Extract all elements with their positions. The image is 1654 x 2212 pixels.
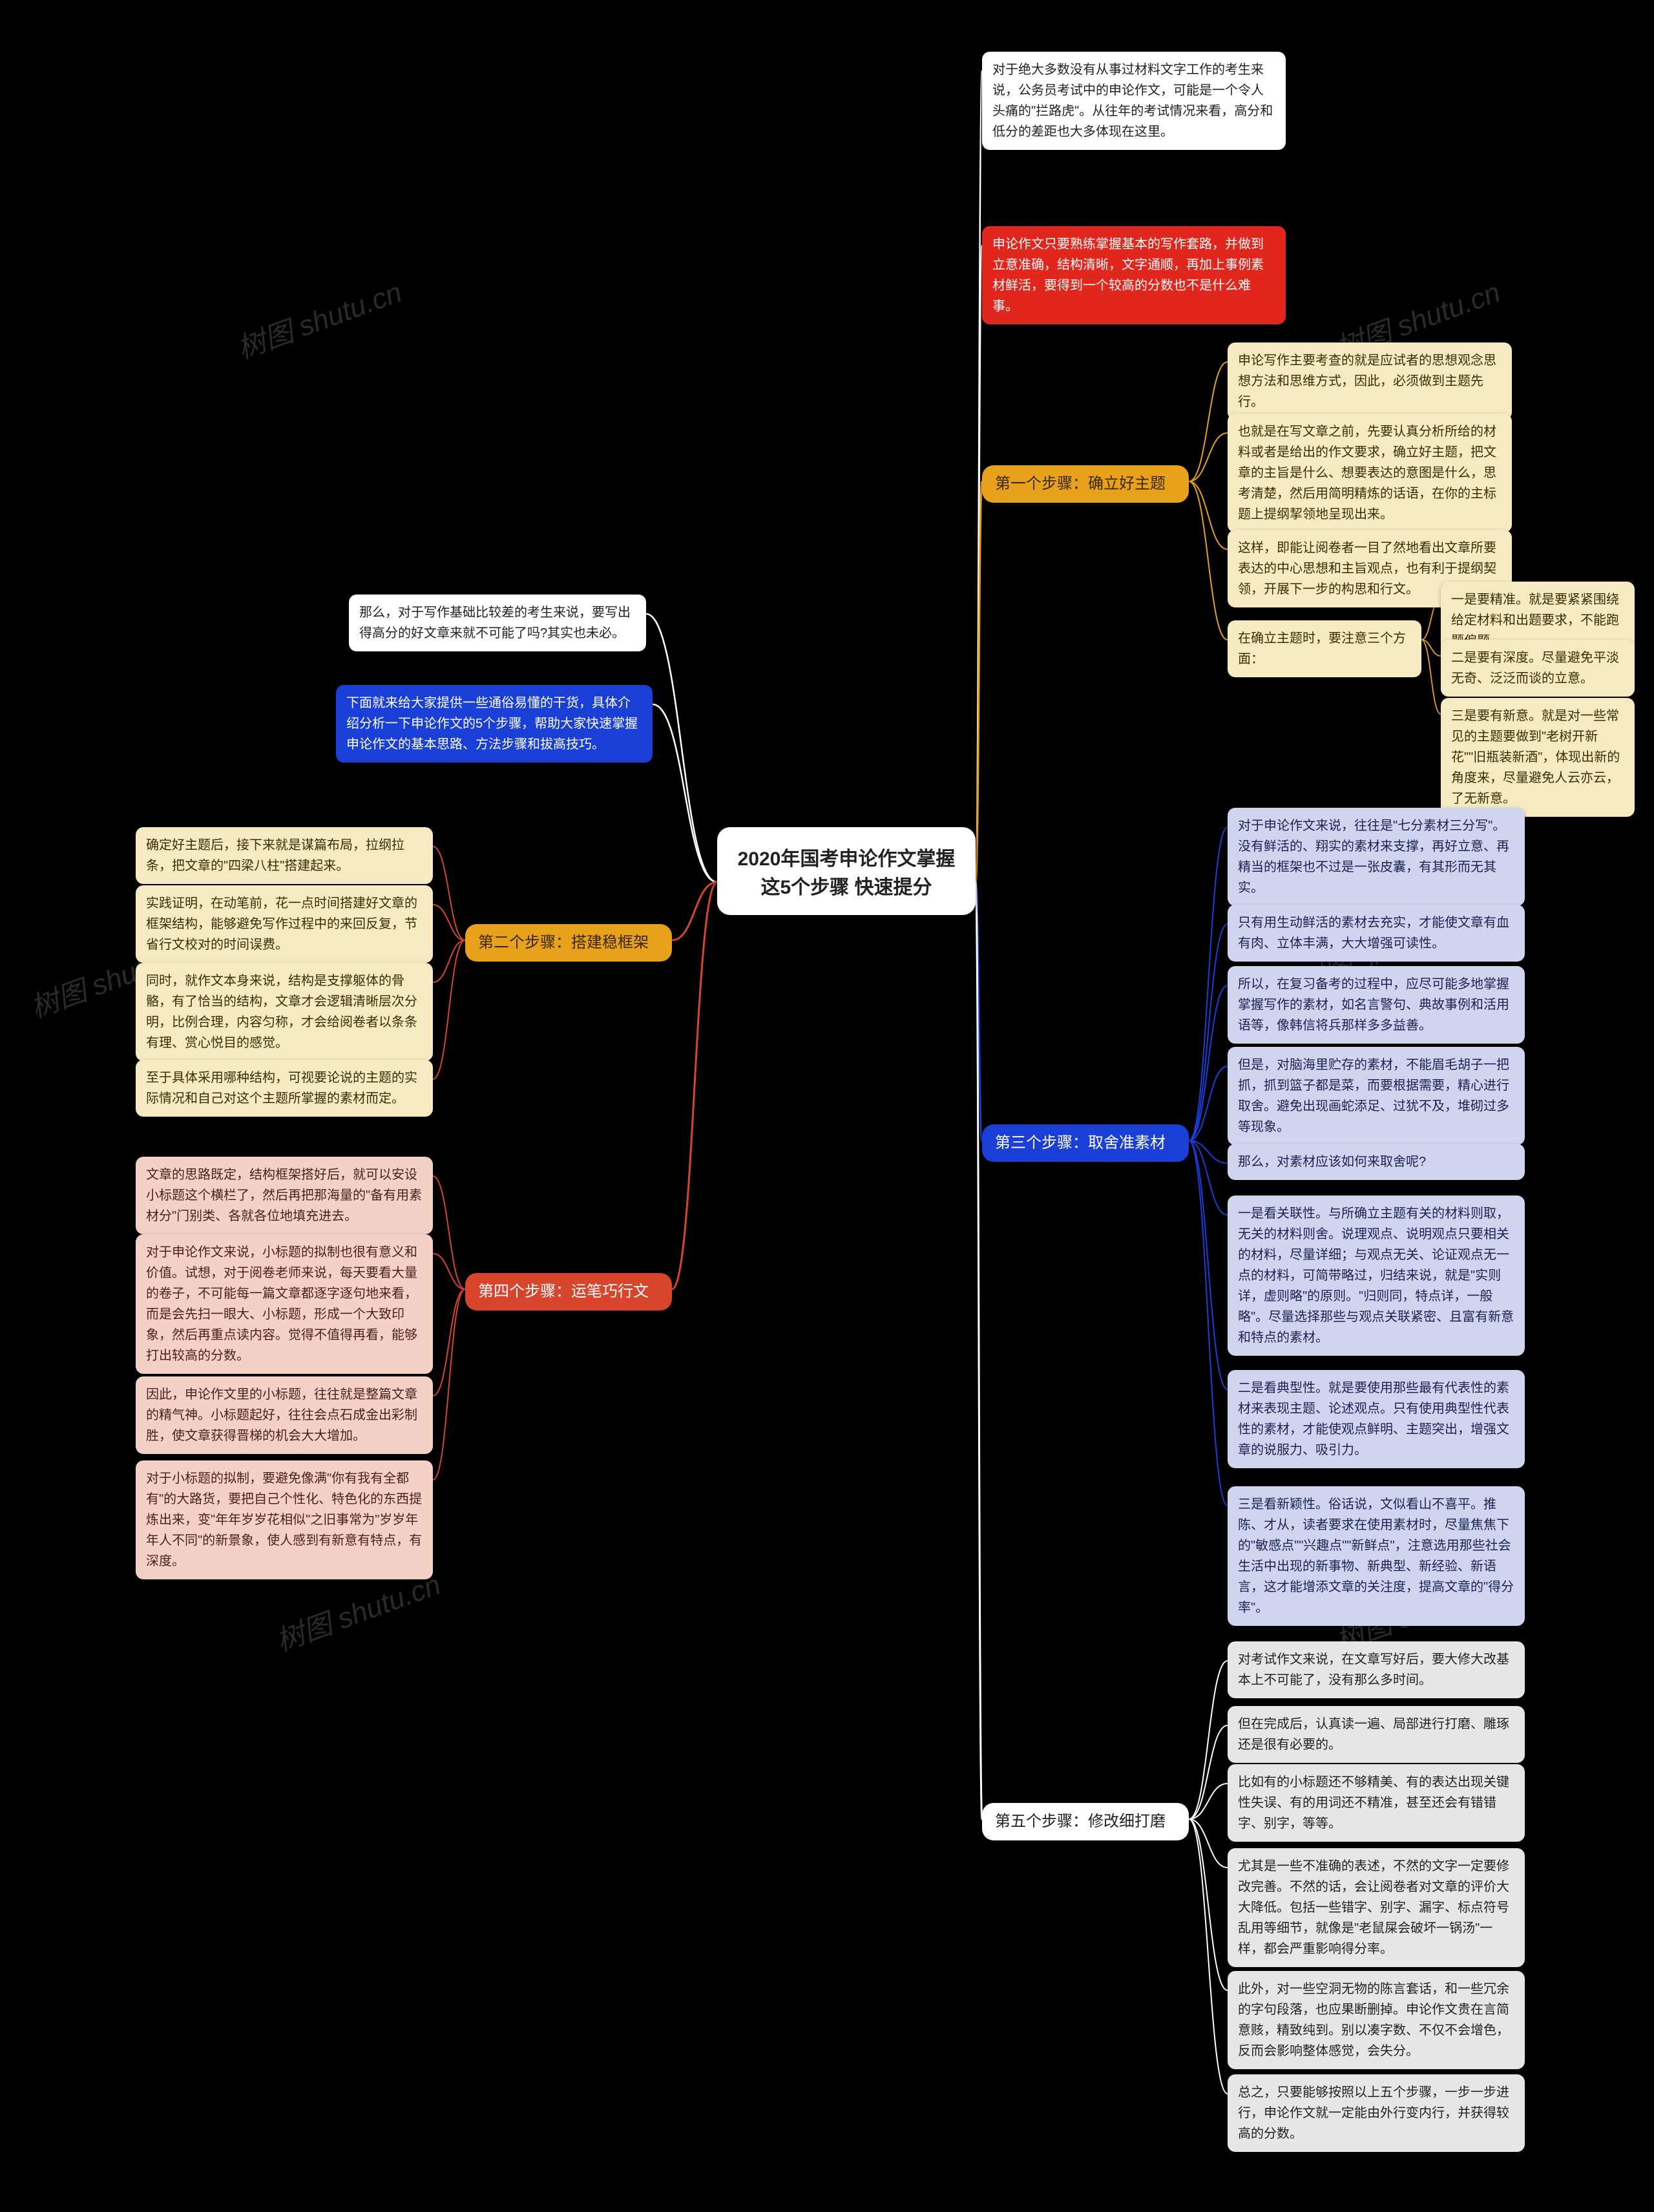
branch-label: 第二个步骤：搭建稳框架 <box>465 924 672 962</box>
leaf-node: 申论写作主要考查的就是应试者的思想观念思想方法和思维方式，因此，必须做到主题先行… <box>1228 342 1512 420</box>
leaf-node: 但是，对脑海里贮存的素材，不能眉毛胡子一把抓，抓到篮子都是菜，而要根据需要，精心… <box>1228 1047 1525 1145</box>
leaf-node: 确定好主题后，接下来就是谋篇布局，拉纲拉条，把文章的"四梁八柱"搭建起来。 <box>136 827 433 884</box>
branch-label: 第五个步骤：修改细打磨 <box>982 1803 1189 1840</box>
leaf-node: 因此，申论作文里的小标题，往往就是整篇文章的精气神。小标题起好，往往会点石成金出… <box>136 1376 433 1454</box>
leaf-node: 至于具体采用哪种结构，可视要论说的主题的实际情况和自己对这个主题所掌握的素材而定… <box>136 1060 433 1117</box>
leaf-node: 实践证明，在动笔前，花一点时间搭建好文章的框架结构，能够避免写作过程中的来回反复… <box>136 885 433 963</box>
leaf-node: 总之，只要能够按照以上五个步骤，一步一步进行，申论作文就一定能由外行变内行，并获… <box>1228 2074 1525 2152</box>
leaf-node: 同时，就作文本身来说，结构是支撑躯体的骨骼，有了恰当的结构，文章才会逻辑清晰层次… <box>136 963 433 1061</box>
leaf-node: 所以，在复习备考的过程中，应尽可能多地掌握掌握写作的素材，如名言警句、典故事例和… <box>1228 966 1525 1044</box>
leaf-node: 只有用生动鲜活的素材去充实，才能使文章有血有肉、立体丰满，大大增强可读性。 <box>1228 905 1525 962</box>
center-node: 2020年国考申论作文掌握 这5个步骤 快速提分 <box>717 827 976 915</box>
branch-label: 第三个步骤：取舍准素材 <box>982 1124 1189 1162</box>
leaf-node: 但在完成后，认真读一遍、局部进行打磨、雕琢还是很有必要的。 <box>1228 1706 1525 1763</box>
leaf-node: 对考试作文来说，在文章写好后，要大修大改基本上不可能了，没有那么多时间。 <box>1228 1641 1525 1698</box>
leaf-node: 也就是在写文章之前，先要认真分析所给的材料或者是给出的作文要求，确立好主题，把文… <box>1228 414 1512 532</box>
leaf-node: 那么，对于写作基础比较差的考生来说，要写出得高分的好文章来就不可能了吗?其实也未… <box>349 595 646 651</box>
leaf-node: 文章的思路既定，结构框架搭好后，就可以安设小标题这个横栏了，然后再把那海量的"备… <box>136 1157 433 1234</box>
watermark: 树图 shutu.cn <box>231 269 406 366</box>
leaf-node: 申论作文只要熟练掌握基本的写作套路，并做到立意准确，结构清晰，文字通顺，再加上事… <box>982 226 1286 324</box>
leaf-node: 对于申论作文来说，小标题的拟制也很有意义和价值。试想，对于阅卷老师来说，每天要看… <box>136 1234 433 1374</box>
leaf-node: 二是要有深度。尽量避免平淡无奇、泛泛而谈的立意。 <box>1441 640 1635 697</box>
leaf-node: 尤其是一些不准确的表述，不然的文字一定要修改完善。不然的话，会让阅卷者对文章的评… <box>1228 1848 1525 1967</box>
leaf-node: 那么，对素材应该如何来取舍呢? <box>1228 1144 1525 1180</box>
leaf-node: 二是看典型性。就是要使用那些最有代表性的素材来表现主题、论述观点。只有使用典型性… <box>1228 1370 1525 1468</box>
leaf-node: 在确立主题时，要注意三个方面： <box>1228 620 1421 677</box>
leaf-node: 三是要有新意。就是对一些常见的主题要做到"老树开新花""旧瓶装新酒"，体现出新的… <box>1441 698 1635 817</box>
leaf-node: 对于绝大多数没有从事过材料文字工作的考生来说，公务员考试中的申论作文，可能是一个… <box>982 52 1286 150</box>
leaf-node: 下面就来给大家提供一些通俗易懂的干货，具体介绍分析一下申论作文的5个步骤，帮助大… <box>336 685 653 763</box>
leaf-node: 对于申论作文来说，往往是"七分素材三分写"。没有鲜活的、翔实的素材来支撑，再好立… <box>1228 808 1525 906</box>
leaf-node: 此外，对一些空洞无物的陈言套话，和一些冗余的字句段落，也应果断删掉。申论作文贵在… <box>1228 1971 1525 2069</box>
leaf-node: 比如有的小标题还不够精美、有的表达出现关键性失误、有的用词还不精准，甚至还会有错… <box>1228 1764 1525 1842</box>
leaf-node: 对于小标题的拟制，要避免像满"你有我有全都有"的大路货，要把自己个性化、特色化的… <box>136 1460 433 1579</box>
branch-label: 第一个步骤：确立好主题 <box>982 465 1189 503</box>
leaf-node: 三是看新颖性。俗话说，文似看山不喜平。推陈、才从，读者要求在使用素材时，尽量焦焦… <box>1228 1486 1525 1626</box>
branch-label: 第四个步骤：运笔巧行文 <box>465 1273 672 1311</box>
leaf-node: 一是看关联性。与所确立主题有关的材料则取，无关的材料则舍。说理观点、说明观点只要… <box>1228 1196 1525 1356</box>
